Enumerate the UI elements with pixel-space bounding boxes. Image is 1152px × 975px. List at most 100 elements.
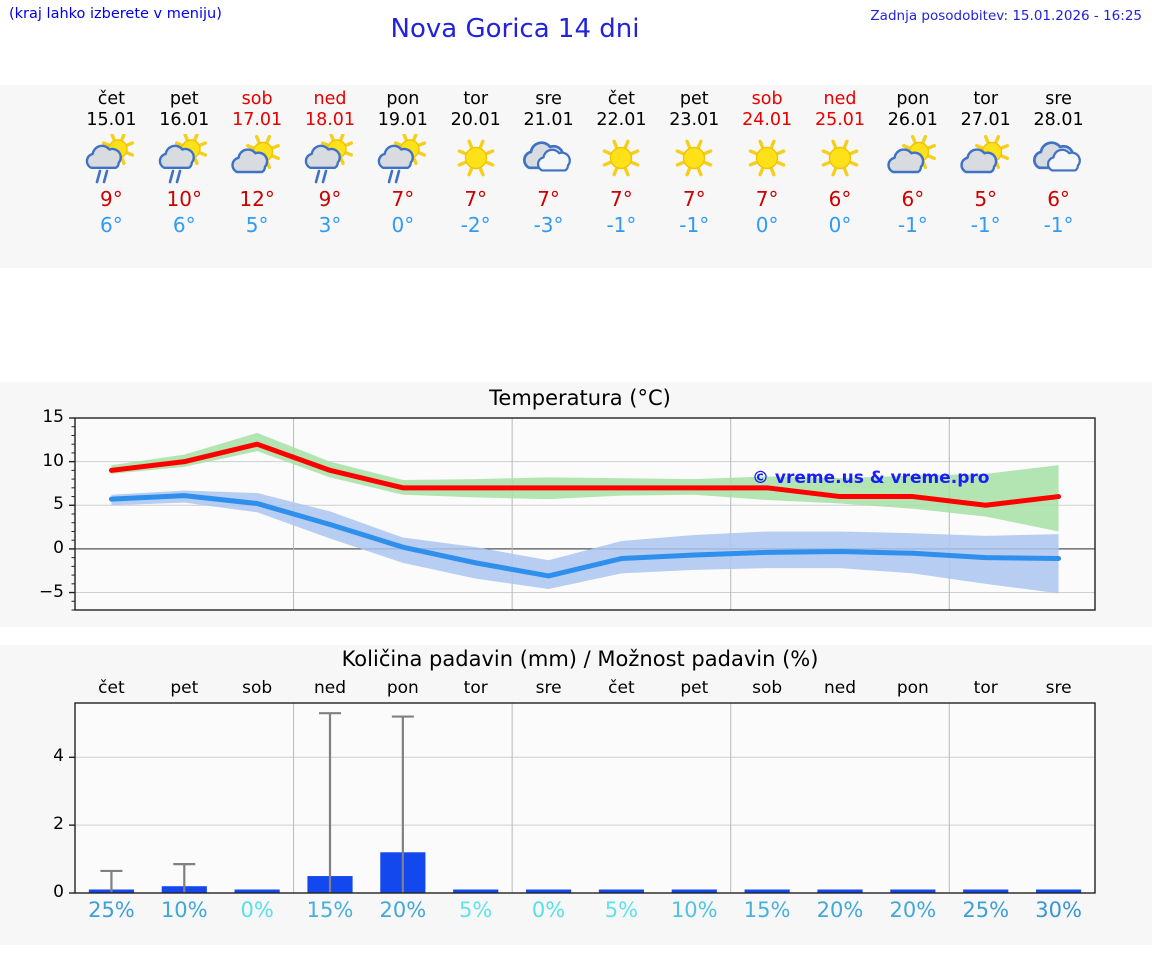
day-weather-icon-slot (437, 134, 515, 186)
precipitation-probability: 15% (743, 898, 791, 922)
day-temp-min: -1° (606, 213, 637, 237)
precipitation-plot (69, 702, 1096, 894)
precipitation-bar (963, 889, 1009, 893)
precipitation-bar (234, 889, 280, 893)
day-weather-icon-slot (582, 134, 660, 186)
temperature-y-tick-label: 10 (42, 450, 64, 471)
day-column[interactable]: pon 26.01 6° -1° (874, 85, 952, 238)
sun-cloud-icon (227, 134, 287, 186)
day-temp-min: 6° (100, 213, 123, 237)
temperature-range-band (111, 432, 1059, 532)
sun-cloud-rain-icon (154, 134, 214, 186)
day-weather-icon-slot (218, 134, 296, 186)
precipitation-y-tick-label: 2 (53, 814, 64, 835)
day-column[interactable]: ned 18.01 9° 3° (291, 85, 369, 238)
sun-icon (810, 134, 870, 186)
precipitation-day-label: sob (242, 678, 273, 698)
precipitation-probability: 15% (306, 898, 354, 922)
sun-cloud-rain-icon (373, 134, 433, 186)
day-weather-icon-slot (874, 134, 952, 186)
day-temp-min: -1° (679, 213, 710, 237)
day-column[interactable]: tor 27.01 5° -1° (947, 85, 1025, 238)
day-column[interactable]: pon 19.01 7° 0° (364, 85, 442, 238)
day-date: 24.01 (742, 110, 793, 130)
temperature-series-line (108, 441, 1062, 508)
day-date: 21.01 (523, 110, 574, 130)
precipitation-day-label: čet (608, 678, 635, 698)
precipitation-probability: 20% (379, 898, 427, 922)
day-date: 20.01 (450, 110, 501, 130)
day-column[interactable]: pet 23.01 7° -1° (655, 85, 733, 238)
precipitation-day-label: čet (98, 678, 125, 698)
day-name: pet (679, 89, 709, 109)
page-header: (kraj lahko izberete v meniju) Nova Gori… (0, 0, 1152, 60)
day-name: pon (896, 89, 930, 109)
day-temp-max: 7° (755, 187, 779, 211)
day-temp-max: 12° (239, 187, 275, 211)
day-date: 19.01 (377, 110, 428, 130)
day-column[interactable]: pet 16.01 10° 6° (145, 85, 223, 238)
precipitation-probability: 0% (531, 898, 566, 922)
precipitation-y-tick-label: 4 (53, 746, 64, 767)
precipitation-bar (671, 889, 717, 893)
day-column[interactable]: ned 25.01 6° 0° (801, 85, 879, 238)
precipitation-probability: 30% (1035, 898, 1082, 922)
menu-hint-text: (kraj lahko izberete v meniju) (9, 6, 222, 22)
day-weather-icon-slot (72, 134, 150, 186)
temperature-plot (69, 417, 1096, 611)
precipitation-day-label: sre (1045, 678, 1072, 698)
precipitation-probability: 10% (670, 898, 718, 922)
precipitation-error-bar (391, 715, 414, 893)
day-date: 28.01 (1033, 110, 1084, 130)
day-temp-min: 0° (755, 213, 779, 237)
sun-icon (591, 134, 651, 186)
day-column[interactable]: čet 15.01 9° 6° (72, 85, 150, 238)
sun-icon (737, 134, 797, 186)
sun-icon (446, 134, 506, 186)
day-column[interactable]: sob 17.01 12° 5° (218, 85, 296, 238)
watermark-text: © vreme.us & vreme.pro (752, 468, 990, 488)
precipitation-probability: 10% (160, 898, 208, 922)
day-column[interactable]: sre 28.01 6° -1° (1020, 85, 1098, 238)
day-weather-icon-slot (510, 134, 588, 186)
day-temp-max: 7° (464, 187, 488, 211)
day-date: 25.01 (814, 110, 866, 130)
last-updated-text: Zadnja posodobitev: 15.01.2026 - 16:25 (870, 8, 1142, 24)
precipitation-bar (744, 889, 790, 893)
precipitation-probability: 20% (889, 898, 937, 922)
day-name: tor (973, 89, 999, 109)
day-temp-min: 5° (245, 213, 269, 237)
day-name: čet (97, 89, 126, 109)
day-name: ned (823, 89, 857, 109)
precipitation-bar (817, 889, 863, 893)
day-temp-min: -3° (533, 213, 564, 237)
day-temp-min: 6° (172, 213, 196, 237)
sun-icon (664, 134, 724, 186)
day-temp-min: -1° (897, 213, 928, 237)
temperature-series-line (108, 493, 1062, 579)
day-temp-max: 9° (100, 187, 123, 211)
sun-cloud-icon (883, 134, 943, 186)
day-column[interactable]: sre 21.01 7° -3° (510, 85, 588, 238)
precipitation-probability: 25% (88, 898, 135, 922)
temperature-range-band (111, 490, 1059, 594)
day-column[interactable]: čet 22.01 7° -1° (582, 85, 660, 238)
day-date: 18.01 (304, 110, 356, 130)
day-weather-icon-slot (291, 134, 369, 186)
precipitation-bar (525, 889, 572, 893)
day-temp-max: 7° (391, 187, 415, 211)
precipitation-probability: 25% (962, 898, 1010, 922)
temperature-y-tick-label: −5 (38, 581, 64, 602)
day-name: sob (241, 89, 273, 109)
precipitation-day-label: pon (386, 678, 419, 698)
day-column[interactable]: tor 20.01 7° -2° (437, 85, 515, 238)
precipitation-probability: 5% (459, 898, 493, 922)
cloud-icon (1029, 134, 1089, 186)
precipitation-day-label: tor (463, 678, 488, 698)
day-column[interactable]: sob 24.01 7° 0° (728, 85, 806, 238)
day-date: 16.01 (159, 110, 210, 130)
day-weather-icon-slot (801, 134, 879, 186)
precipitation-day-label: pet (170, 678, 199, 698)
precipitation-bar (598, 889, 645, 893)
precipitation-day-label: ned (823, 678, 857, 698)
